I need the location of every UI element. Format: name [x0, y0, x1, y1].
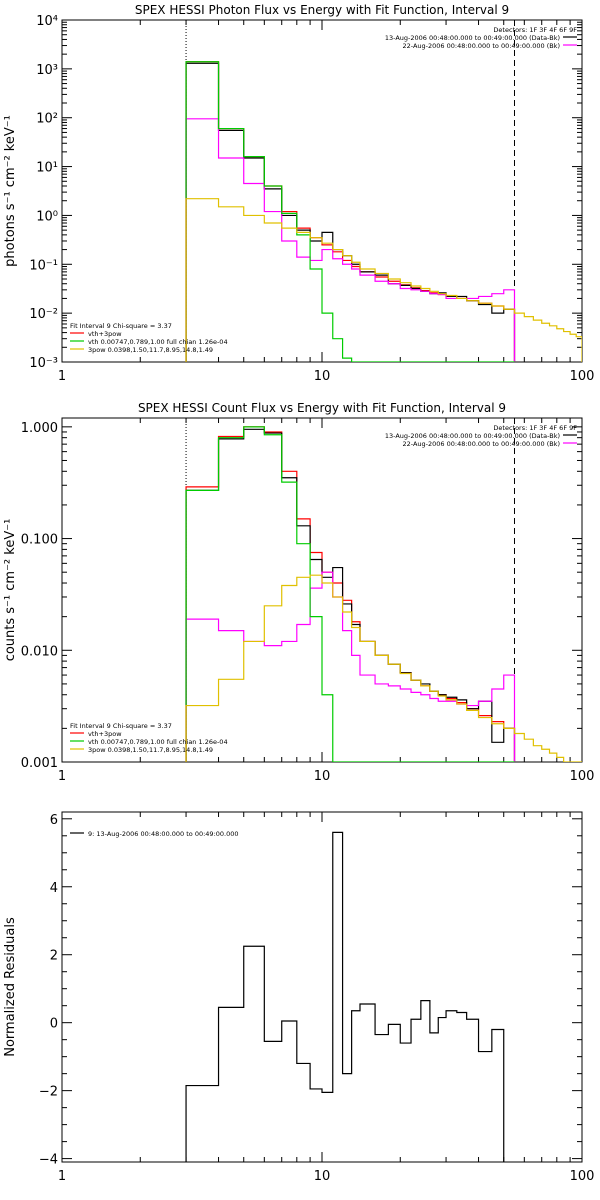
legend-entry: 22-Aug-2006 00:48:00.000 to 00:49:00.000…	[403, 440, 560, 448]
x-tick-label: 1	[58, 769, 66, 784]
y-axis-label: Normalized Residuals	[3, 917, 18, 1057]
legend-header: Detectors: 1F 3F 4F 6F 9F	[493, 424, 577, 432]
y-tick-label: 2	[50, 949, 58, 964]
plot-area	[185, 20, 582, 362]
legend-entry: 9: 13-Aug-2006 00:48:00.000 to 00:49:00.…	[88, 830, 239, 838]
series-vth	[185, 426, 516, 762]
y-axis-label: photons s⁻¹ cm⁻² keV⁻¹	[3, 115, 18, 267]
series-vth	[185, 61, 516, 362]
x-tick-label: 1	[58, 1169, 66, 1184]
y-tick-label: 10⁻²	[29, 307, 58, 322]
fit-legend-header: Fit Interval 9 Chi-square = 3.37	[70, 722, 172, 730]
fit-legend-header: Fit Interval 9 Chi-square = 3.37	[70, 322, 172, 330]
y-tick-label: −4	[39, 1153, 58, 1168]
y-tick-label: 10⁻¹	[29, 258, 58, 273]
fit-legend-entry: 3pow 0.0398,1.50,11.7,8.95,14.8,1.49	[88, 346, 213, 354]
panel-2: SPEX HESSI Count Flux vs Energy with Fit…	[3, 401, 594, 784]
y-tick-label: 1.000	[21, 421, 58, 436]
panel-3: Normalized Residuals 1 10 100 −4 −2 0 2 4 6 9: 13-…	[3, 811, 595, 1184]
plot-area	[185, 831, 505, 1162]
series-3pow	[185, 198, 582, 362]
legend-entry: 13-Aug-2006 00:48:00.000 to 00:49:00.000…	[385, 432, 560, 440]
y-tick-label: 10⁻³	[29, 356, 58, 371]
chart-title: SPEX HESSI Photon Flux vs Energy with Fi…	[135, 3, 509, 17]
y-tick-label: 10²	[36, 112, 58, 127]
y-tick-label: −2	[39, 1085, 58, 1100]
legend-entry: 22-Aug-2006 00:48:00.000 to 00:49:00.000…	[403, 42, 560, 50]
fit-legend-entry: vth+3pow	[88, 730, 122, 738]
y-tick-label: 0.100	[21, 533, 58, 548]
x-tick-label: 10	[314, 769, 331, 784]
panels: SPEX HESSI Photon Flux vs Energy with Fi…	[3, 3, 594, 1184]
x-tick-label: 100	[570, 1169, 595, 1184]
y-tick-label: 4	[50, 881, 58, 896]
fit-legend-entry: vth 0.00747,0.789,1.00 full chian 1.26e-…	[88, 738, 228, 746]
x-tick-label: 10	[314, 1169, 331, 1184]
series-trace-0	[185, 831, 505, 1162]
y-tick-label: 0.001	[21, 756, 58, 771]
panel-1: SPEX HESSI Photon Flux vs Energy with Fi…	[3, 3, 594, 384]
y-tick-label: 10⁴	[36, 14, 58, 29]
y-tick-label: 6	[50, 813, 58, 828]
y-tick-label: 0.010	[21, 644, 58, 659]
plot-area	[185, 418, 582, 762]
x-tick-label: 100	[570, 369, 595, 384]
fit-legend-entry: vth 0.00747,0.789,1.00 full chian 1.26e-…	[88, 338, 228, 346]
fit-legend-entry: vth+3pow	[88, 330, 122, 338]
fit-legend-entry: 3pow 0.0398,1.50,11.7,8.95,14.8,1.49	[88, 746, 213, 754]
legend-entry: 13-Aug-2006 00:48:00.000 to 00:49:00.000…	[385, 34, 560, 42]
legend-header: Detectors: 1F 3F 4F 6F 9F	[493, 26, 577, 34]
chart-title: SPEX HESSI Count Flux vs Energy with Fit…	[138, 401, 506, 415]
y-tick-label: 0	[50, 1017, 58, 1032]
x-tick-label: 1	[58, 369, 66, 384]
x-tick-label: 10	[314, 369, 331, 384]
y-axis-label: counts s⁻¹ cm⁻² keV⁻¹	[3, 519, 18, 662]
y-tick-label: 10¹	[36, 161, 58, 176]
x-tick-label: 100	[570, 769, 595, 784]
y-tick-label: 10³	[36, 63, 58, 78]
series-3pow	[185, 574, 582, 762]
y-tick-label: 10⁰	[36, 209, 58, 224]
